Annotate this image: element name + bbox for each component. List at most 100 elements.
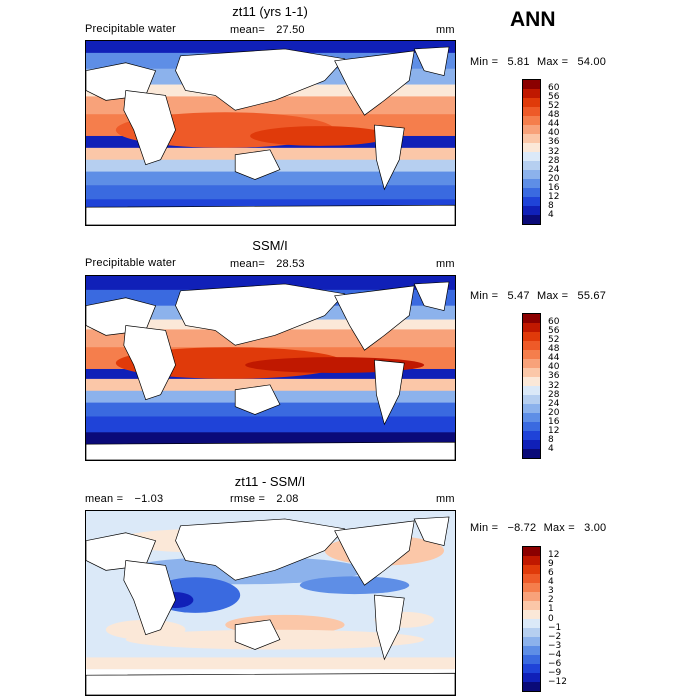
colorbar-tick-label: 48 bbox=[548, 110, 560, 120]
panel2-colorbar bbox=[522, 313, 541, 459]
colorbar-tick-label: 4 bbox=[548, 444, 554, 455]
colorbar-swatch bbox=[523, 179, 540, 188]
colorbar-tick-label: 32 bbox=[548, 380, 560, 391]
colorbar-swatch bbox=[523, 368, 540, 377]
colorbar-tick-label: 44 bbox=[548, 119, 560, 130]
colorbar-swatch bbox=[523, 422, 540, 431]
panel2-mean-label: mean= 28.53 bbox=[230, 258, 305, 270]
colorbar-swatch bbox=[523, 152, 540, 161]
panel1-max-value: 54.00 bbox=[577, 56, 607, 68]
colorbar-tick-label: 24 bbox=[548, 398, 560, 409]
colorbar-tick-label: 1 bbox=[548, 604, 554, 615]
colorbar-tick-label: 6 bbox=[548, 567, 554, 578]
colorbar-tick-label: 8 bbox=[548, 201, 554, 212]
colorbar-swatch bbox=[523, 413, 540, 422]
colorbar-tick-label: 16 bbox=[548, 417, 560, 427]
panel3-max-key: Max = bbox=[543, 522, 575, 534]
colorbar-tick-label: 28 bbox=[548, 155, 560, 166]
colorbar-swatch bbox=[523, 215, 540, 224]
colorbar-swatch bbox=[523, 646, 540, 655]
panel1-minmax: Min = 5.81 Max = 54.00 bbox=[470, 56, 606, 68]
panel3-rmse-label: rmse = 2.08 bbox=[230, 493, 299, 505]
colorbar-tick-label: −12 bbox=[548, 677, 567, 688]
colorbar-tick-label: 36 bbox=[548, 137, 560, 148]
colorbar-swatch bbox=[523, 682, 540, 691]
panel1-title: zt11 (yrs 1-1) bbox=[232, 4, 308, 19]
panel2-max-key: Max = bbox=[536, 290, 569, 302]
panel1-min-value: 5.81 bbox=[507, 56, 530, 68]
colorbar-tick-label: 20 bbox=[548, 173, 560, 184]
colorbar-swatch bbox=[523, 206, 540, 215]
panel2-max-value: 55.67 bbox=[577, 290, 607, 302]
panel3-units: mm bbox=[436, 493, 455, 505]
panel3-mean-key: mean = bbox=[85, 493, 124, 505]
colorbar-swatch bbox=[523, 449, 540, 458]
colorbar-tick-label: 24 bbox=[548, 164, 560, 175]
panel3-min-value: −8.72 bbox=[507, 522, 537, 534]
colorbar-swatch bbox=[523, 188, 540, 197]
colorbar-swatch bbox=[523, 440, 540, 449]
colorbar-tick-label: 60 bbox=[548, 82, 560, 93]
colorbar-tick-label: 12 bbox=[548, 426, 560, 437]
panel2-min-key: Min = bbox=[470, 290, 499, 302]
colorbar-swatch bbox=[523, 574, 540, 583]
panel2-mean-value: 28.53 bbox=[276, 258, 305, 270]
colorbar-tick-label: 60 bbox=[548, 316, 560, 327]
colorbar-swatch bbox=[523, 547, 540, 556]
panel2-minmax: Min = 5.47 Max = 55.67 bbox=[470, 290, 606, 302]
colorbar-swatch bbox=[523, 125, 540, 134]
colorbar-swatch bbox=[523, 601, 540, 610]
colorbar-tick-label: 48 bbox=[548, 344, 560, 354]
colorbar-tick-label: 0 bbox=[548, 613, 554, 624]
panel3-colorbar bbox=[522, 546, 541, 692]
panel1-max-key: Max = bbox=[536, 56, 569, 68]
panel2-title: SSM/I bbox=[252, 238, 288, 253]
panel1-mean-key: mean= bbox=[230, 24, 265, 36]
panel3-map-field bbox=[86, 511, 455, 695]
panel3-rmse-value: 2.08 bbox=[276, 493, 299, 505]
colorbar-swatch bbox=[523, 628, 540, 637]
colorbar-tick-label: 36 bbox=[548, 371, 560, 382]
colorbar-swatch bbox=[523, 583, 540, 592]
colorbar-swatch bbox=[523, 386, 540, 395]
colorbar-tick-label: −4 bbox=[548, 650, 562, 660]
panel2-mean-key: mean= bbox=[230, 258, 265, 270]
colorbar-tick-label: −6 bbox=[548, 659, 562, 670]
colorbar-tick-label: 16 bbox=[548, 183, 560, 193]
colorbar-swatch bbox=[523, 332, 540, 341]
colorbar-tick-label: 12 bbox=[548, 549, 560, 560]
colorbar-tick-label: −3 bbox=[548, 640, 562, 651]
colorbar-swatch bbox=[523, 404, 540, 413]
panel2-variable-label: Precipitable water bbox=[85, 257, 177, 269]
colorbar-swatch bbox=[523, 565, 540, 574]
colorbar-tick-label: 56 bbox=[548, 91, 560, 102]
panel3-minmax: Min = −8.72 Max = 3.00 bbox=[470, 522, 606, 534]
colorbar-tick-label: 12 bbox=[548, 192, 560, 203]
colorbar-swatch bbox=[523, 637, 540, 646]
panel1-mean-label: mean= 27.50 bbox=[230, 24, 305, 36]
panel3-min-key: Min = bbox=[470, 522, 499, 534]
colorbar-tick-label: 40 bbox=[548, 362, 560, 373]
colorbar-swatch bbox=[523, 170, 540, 179]
season-label: ANN bbox=[510, 8, 556, 31]
colorbar-swatch bbox=[523, 89, 540, 98]
colorbar-tick-label: 44 bbox=[548, 353, 560, 364]
colorbar-tick-label: 56 bbox=[548, 325, 560, 336]
colorbar-swatch bbox=[523, 134, 540, 143]
panel3-mean-label: mean = −1.03 bbox=[85, 493, 163, 505]
colorbar-swatch bbox=[523, 431, 540, 440]
panel2-units: mm bbox=[436, 258, 455, 270]
panel2-map-field bbox=[86, 276, 455, 460]
colorbar-swatch bbox=[523, 80, 540, 89]
colorbar-swatch bbox=[523, 143, 540, 152]
colorbar-tick-label: 8 bbox=[548, 435, 554, 446]
panel2-map bbox=[85, 275, 456, 461]
colorbar-swatch bbox=[523, 664, 540, 673]
colorbar-swatch bbox=[523, 116, 540, 125]
panel1-map-field bbox=[86, 41, 455, 225]
colorbar-swatch bbox=[523, 323, 540, 332]
colorbar-swatch bbox=[523, 98, 540, 107]
panel3-title: zt11 - SSM/I bbox=[234, 474, 306, 489]
colorbar-swatch bbox=[523, 673, 540, 682]
panel2-min-value: 5.47 bbox=[507, 290, 530, 302]
